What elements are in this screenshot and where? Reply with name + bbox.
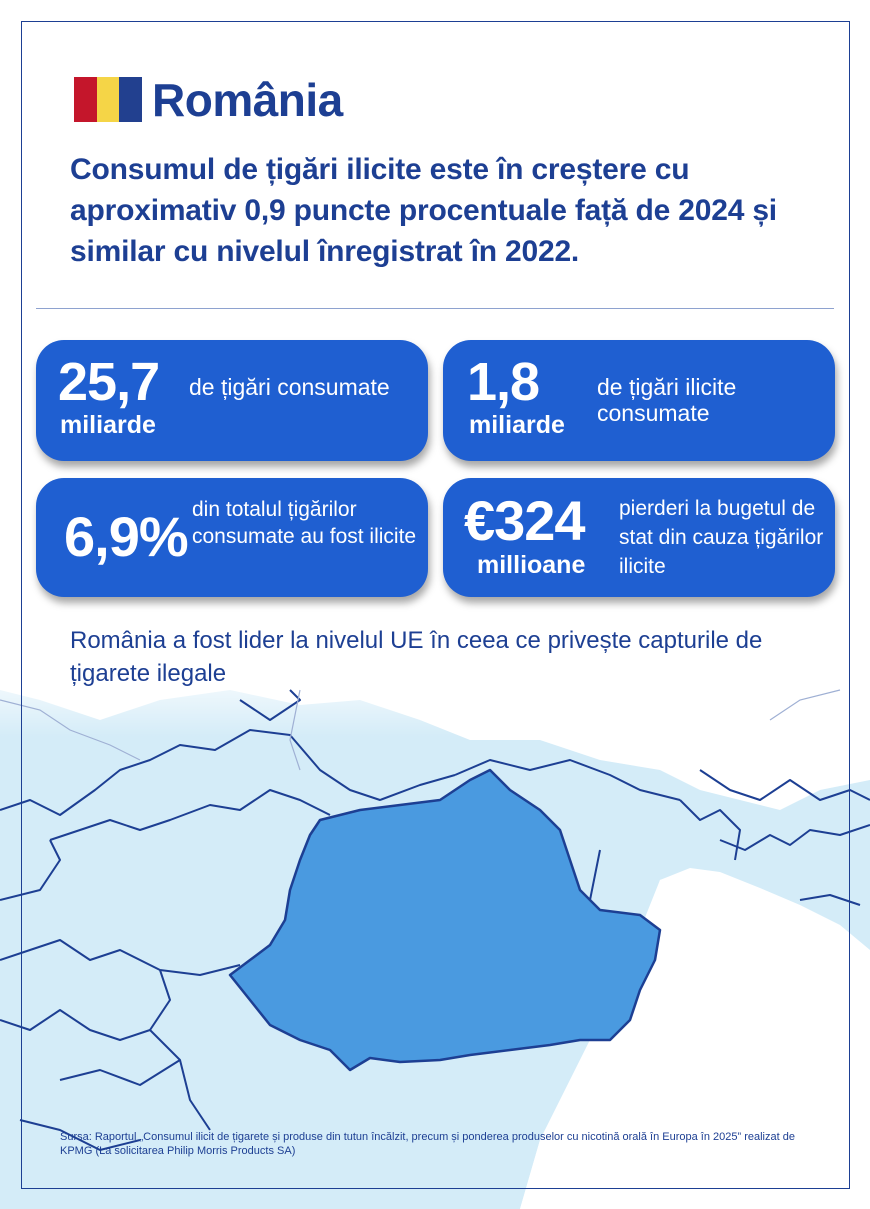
stat-description: pierderi la bugetul de stat din cauza ți… (619, 497, 824, 578)
country-title: România (152, 74, 343, 126)
stat-value: 25,7 (58, 352, 160, 412)
flag-stripe-blue (119, 77, 143, 122)
flag-stripe-yellow (96, 77, 120, 122)
stat-value: 1,8 (467, 352, 540, 412)
black-sea (520, 868, 870, 1209)
stat-card-total-cigarettes: 25,7 miliarde de țigări consumate (36, 340, 428, 461)
stat-value: 6,9% (64, 505, 189, 568)
divider (36, 308, 834, 309)
stat-card-illicit-cigarettes: 1,8 miliarde de țigări ilicite consumate (443, 340, 835, 461)
romania-map-shape (228, 768, 662, 1072)
flag-stripe-red (74, 77, 97, 122)
stat-unit: millioane (477, 551, 586, 579)
stat-unit: miliarde (469, 411, 565, 439)
headline: Consumul de țigări ilicite este în creșt… (70, 153, 777, 268)
subtitle: România a fost lider la nivelul UE în ce… (70, 627, 763, 687)
stat-value: €324 (464, 489, 586, 552)
source-note: Sursa: Raportul „Consumul ilicit de țiga… (60, 1131, 795, 1157)
stat-description: din totalul țigărilor consumate au fost … (192, 498, 417, 548)
stat-card-budget-loss: €324 millioane pierderi la bugetul de st… (443, 478, 835, 597)
stat-card-illicit-share: 6,9% din totalul țigărilor consumate au … (36, 478, 428, 597)
romania-flag-icon (74, 77, 143, 122)
stat-unit: miliarde (60, 411, 156, 439)
stat-description: de țigări ilicite consumate (597, 374, 737, 426)
stat-description: de țigări consumate (189, 374, 390, 400)
frame-border (21, 21, 850, 1189)
